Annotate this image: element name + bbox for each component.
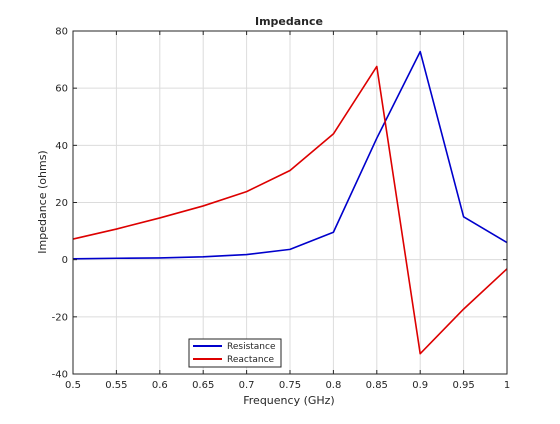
- x-tick-label: 0.65: [192, 380, 214, 391]
- y-tick-label: 0: [62, 255, 68, 266]
- y-axis-label: Impedance (ohms): [36, 150, 49, 253]
- x-tick-label: 0.85: [366, 380, 388, 391]
- x-tick-label: 0.8: [325, 380, 341, 391]
- series-line-resistance: [72, 50, 508, 260]
- x-tick-label: 0.7: [239, 380, 255, 391]
- legend-label-reactance: Reactance: [227, 355, 275, 365]
- chart-title: Impedance: [255, 15, 323, 28]
- y-tick-label: -40: [52, 370, 68, 381]
- x-axis-label: Frequency (GHz): [243, 394, 334, 407]
- x-tick-label: 0.55: [105, 380, 127, 391]
- plot-frame: [72, 30, 508, 375]
- y-tick-label: 40: [55, 141, 68, 152]
- y-tick-label: 20: [55, 198, 68, 209]
- legend-label-resistance: Resistance: [227, 342, 276, 352]
- x-tick-label: 0.5: [65, 380, 81, 391]
- legend-box: [188, 338, 282, 368]
- legend: Resistance Reactance: [188, 338, 282, 368]
- y-tick-label: -20: [52, 312, 68, 323]
- y-tick-label: 60: [55, 84, 68, 95]
- axes: 0.5 0.55 0.6 0.65 0.7 0.75 0.8 0.85 0.9 0.95 1 -40 -…: [52, 27, 511, 392]
- series-line-reactance: [72, 65, 508, 355]
- series-lines: [72, 50, 508, 355]
- x-tick-label: 0.6: [152, 380, 168, 391]
- x-tick-label: 1: [504, 380, 510, 391]
- x-tick-label: 0.75: [279, 380, 301, 391]
- y-tick-label: 80: [55, 27, 68, 38]
- x-tick-label: 0.9: [412, 380, 428, 391]
- x-tick-label: 0.95: [452, 380, 474, 391]
